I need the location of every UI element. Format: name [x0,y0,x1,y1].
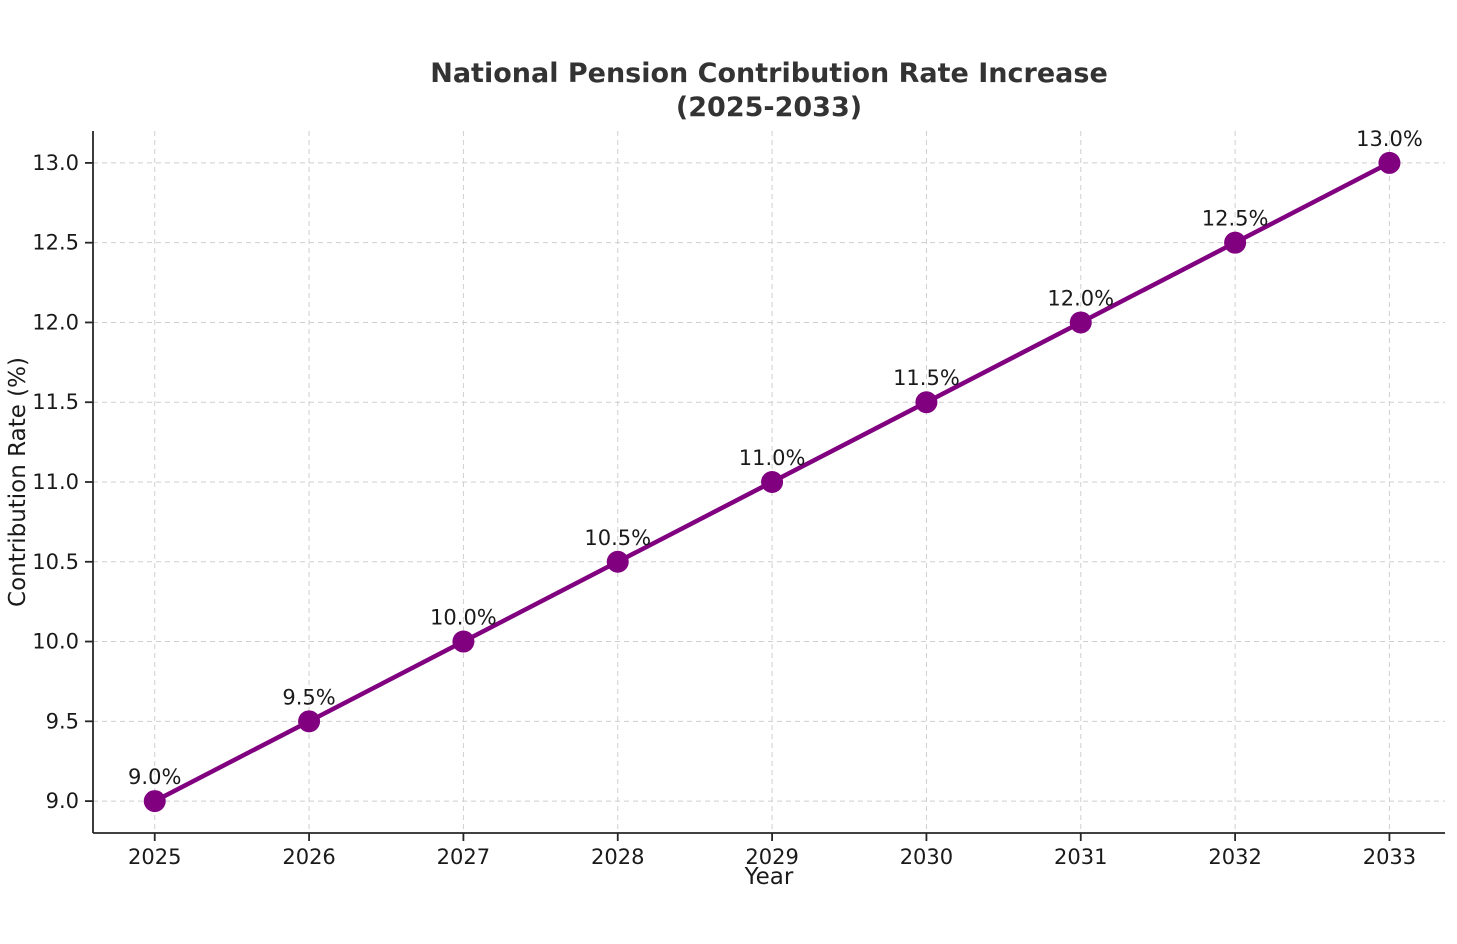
data-point-label: 9.0% [128,765,181,789]
y-tick-label: 12.5 [32,231,79,255]
y-tick-label: 9.5 [46,709,79,733]
data-point [915,391,938,414]
x-tick-label: 2025 [128,845,181,869]
y-tick-label: 12.0 [32,310,79,334]
data-point-label: 10.5% [584,526,651,550]
data-point [606,550,629,573]
data-point [761,471,784,493]
data-point-label: 10.0% [430,606,497,630]
x-tick-label: 2033 [1363,845,1416,869]
x-tick-label: 2031 [1054,845,1107,869]
y-tick-label: 10.0 [32,630,79,654]
data-point-label: 9.5% [282,685,335,709]
data-point [452,630,475,653]
data-point-label: 12.5% [1202,207,1269,231]
chart-title-line1: National Pension Contribution Rate Incre… [430,58,1108,89]
chart-title: National Pension Contribution Rate Incre… [93,57,1445,126]
data-point [143,790,166,813]
x-tick-label: 2027 [437,845,490,869]
data-point [1224,231,1247,254]
data-point-label: 13.0% [1356,127,1423,151]
y-tick-label: 9.0 [46,789,79,813]
y-axis-label: Contribution Rate (%) [5,357,31,607]
x-tick-label: 2028 [591,845,644,869]
x-tick-label: 2030 [900,845,953,869]
y-tick-label: 11.5 [32,390,79,414]
data-point-label: 11.0% [739,446,806,470]
y-tick-label: 11.0 [32,470,79,494]
data-point [298,710,321,733]
x-tick-label: 2026 [282,845,335,869]
x-tick-label: 2029 [745,845,798,869]
data-point [1378,151,1401,174]
x-axis-label: Year [744,864,794,890]
data-point [1069,311,1092,334]
y-tick-label: 10.5 [32,550,79,574]
x-tick-label: 2032 [1208,845,1261,869]
chart-title-line2: (2025-2033) [675,92,863,124]
y-tick-label: 13.0 [32,151,79,175]
data-point-label: 11.5% [893,366,960,390]
data-point-label: 12.0% [1047,286,1114,310]
